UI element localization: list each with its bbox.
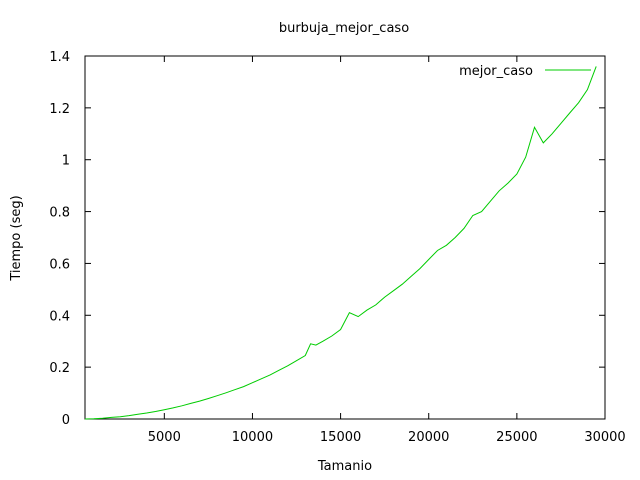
y-tick-label: 0.8 <box>49 206 70 221</box>
plot-frame <box>84 55 606 420</box>
y-tick-label: 0.4 <box>49 309 70 324</box>
y-tick-label: 1.2 <box>49 102 70 117</box>
legend: mejor_caso <box>459 64 591 79</box>
y-tick-label: 0.6 <box>49 257 70 272</box>
x-tick-label: 20000 <box>408 430 449 445</box>
x-tick-label: 30000 <box>584 430 625 445</box>
y-tick-label: 1 <box>62 154 70 169</box>
x-tick-label: 10000 <box>232 430 273 445</box>
chart-title: burbuja_mejor_caso <box>279 21 409 36</box>
y-tick-label: 0.2 <box>49 361 70 376</box>
legend-label: mejor_caso <box>459 64 533 79</box>
series-group <box>84 66 597 420</box>
y-axis-label: Tiempo (seg) <box>9 195 24 281</box>
series-line-mejor-caso <box>84 66 597 420</box>
y-tick-label: 0 <box>62 413 70 428</box>
y-axis: 0 0.2 0.4 0.6 0.8 1 1.2 1.4 <box>49 50 605 428</box>
x-tick-label: 5000 <box>148 430 181 445</box>
x-axis: 5000 10000 15000 20000 25000 30000 <box>148 56 626 445</box>
x-tick-label: 15000 <box>320 430 361 445</box>
y-tick-label: 1.4 <box>49 50 70 65</box>
x-axis-label: Tamanio <box>317 459 372 474</box>
x-tick-label: 25000 <box>496 430 537 445</box>
